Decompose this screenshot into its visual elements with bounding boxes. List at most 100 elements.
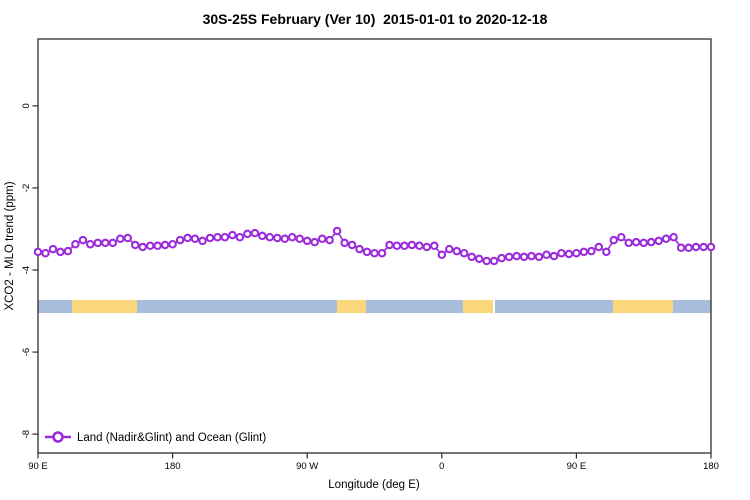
data-point bbox=[108, 238, 118, 248]
data-point bbox=[183, 233, 192, 243]
x-tick-label: 180 bbox=[703, 461, 719, 472]
data-point bbox=[56, 247, 65, 257]
band-segment bbox=[72, 299, 138, 314]
legend-label: Land (Nadir&Glint) and Ocean (Glint) bbox=[77, 432, 266, 444]
data-point bbox=[332, 226, 342, 236]
data-point bbox=[609, 235, 619, 245]
data-point bbox=[624, 238, 633, 248]
data-point bbox=[213, 232, 222, 242]
x-tick-label: 90 E bbox=[28, 461, 48, 472]
data-point bbox=[512, 251, 521, 261]
x-tick-label: 90 E bbox=[567, 461, 587, 472]
data-point bbox=[467, 252, 476, 262]
x-tick-label: 90 W bbox=[296, 461, 318, 472]
data-point bbox=[377, 248, 387, 258]
data-point bbox=[639, 238, 648, 248]
data-point bbox=[400, 241, 409, 251]
data-point bbox=[190, 234, 200, 244]
data-point bbox=[205, 233, 215, 243]
data-point bbox=[549, 251, 559, 261]
band-segment bbox=[612, 299, 673, 314]
data-point bbox=[287, 232, 297, 242]
data-point bbox=[519, 252, 529, 262]
data-point bbox=[228, 230, 237, 240]
y-axis-ticks: 0 -2 -4 -6 -8 bbox=[21, 103, 38, 438]
data-point bbox=[594, 242, 604, 252]
data-point bbox=[422, 242, 432, 252]
flag-band bbox=[38, 299, 711, 314]
data-point bbox=[86, 239, 95, 249]
data-point bbox=[482, 256, 491, 266]
data-point bbox=[587, 246, 596, 256]
data-point bbox=[63, 246, 73, 256]
data-point bbox=[295, 234, 304, 244]
y-tick-label: -4 bbox=[21, 266, 32, 274]
data-point bbox=[71, 239, 80, 249]
x-tick-label: 0 bbox=[439, 461, 444, 472]
legend-marker-icon bbox=[52, 431, 64, 443]
data-series bbox=[33, 226, 716, 266]
band-segment bbox=[38, 299, 73, 314]
y-axis-title: XCO2 - MLO trend (ppm) bbox=[4, 181, 16, 310]
data-point bbox=[340, 238, 349, 248]
data-point bbox=[250, 228, 260, 238]
band-segment bbox=[494, 299, 613, 314]
data-point bbox=[445, 244, 454, 254]
data-point bbox=[325, 235, 334, 245]
data-point bbox=[41, 248, 50, 258]
data-point bbox=[48, 244, 58, 254]
data-point bbox=[459, 248, 469, 258]
data-point bbox=[617, 232, 626, 242]
y-tick-label: 0 bbox=[21, 103, 32, 108]
data-point bbox=[160, 240, 170, 250]
data-point bbox=[527, 251, 536, 261]
data-point bbox=[362, 247, 372, 257]
data-point bbox=[557, 248, 566, 258]
data-point bbox=[385, 240, 394, 250]
data-point bbox=[676, 243, 686, 253]
band-segment bbox=[365, 299, 463, 314]
data-point bbox=[123, 233, 132, 243]
data-point bbox=[101, 238, 110, 248]
data-point bbox=[669, 232, 678, 242]
data-point bbox=[572, 248, 581, 258]
data-point bbox=[33, 247, 43, 257]
data-point bbox=[138, 242, 147, 252]
data-point bbox=[430, 241, 439, 251]
data-point bbox=[168, 239, 177, 249]
data-point bbox=[646, 237, 656, 247]
data-point bbox=[145, 241, 155, 251]
y-tick-label: -2 bbox=[21, 184, 32, 192]
chart-title: 30S-25S February (Ver 10) 2015-01-01 to … bbox=[202, 11, 548, 27]
data-point bbox=[706, 242, 716, 252]
data-point bbox=[452, 246, 462, 256]
data-point bbox=[317, 234, 327, 244]
data-point bbox=[302, 236, 312, 246]
data-point bbox=[407, 240, 417, 250]
data-point bbox=[280, 234, 290, 244]
data-point bbox=[497, 253, 506, 263]
data-point bbox=[564, 249, 574, 259]
y-tick-label: -6 bbox=[21, 348, 32, 356]
data-point bbox=[235, 232, 245, 242]
data-point bbox=[542, 250, 551, 260]
data-point bbox=[116, 234, 125, 244]
data-point bbox=[415, 241, 424, 251]
x-tick-label: 180 bbox=[165, 461, 181, 472]
data-point bbox=[347, 240, 357, 250]
band-segment bbox=[672, 299, 711, 314]
data-point bbox=[93, 238, 103, 248]
data-point bbox=[243, 229, 252, 239]
data-point bbox=[474, 254, 484, 264]
data-point bbox=[631, 237, 641, 247]
x-axis-title: Longitude (deg E) bbox=[328, 479, 420, 491]
data-point bbox=[504, 252, 514, 262]
band-segment bbox=[137, 299, 337, 314]
data-point bbox=[78, 235, 88, 245]
band-segment bbox=[336, 299, 366, 314]
data-point bbox=[602, 247, 611, 257]
data-point bbox=[220, 232, 230, 242]
data-point bbox=[355, 244, 364, 254]
